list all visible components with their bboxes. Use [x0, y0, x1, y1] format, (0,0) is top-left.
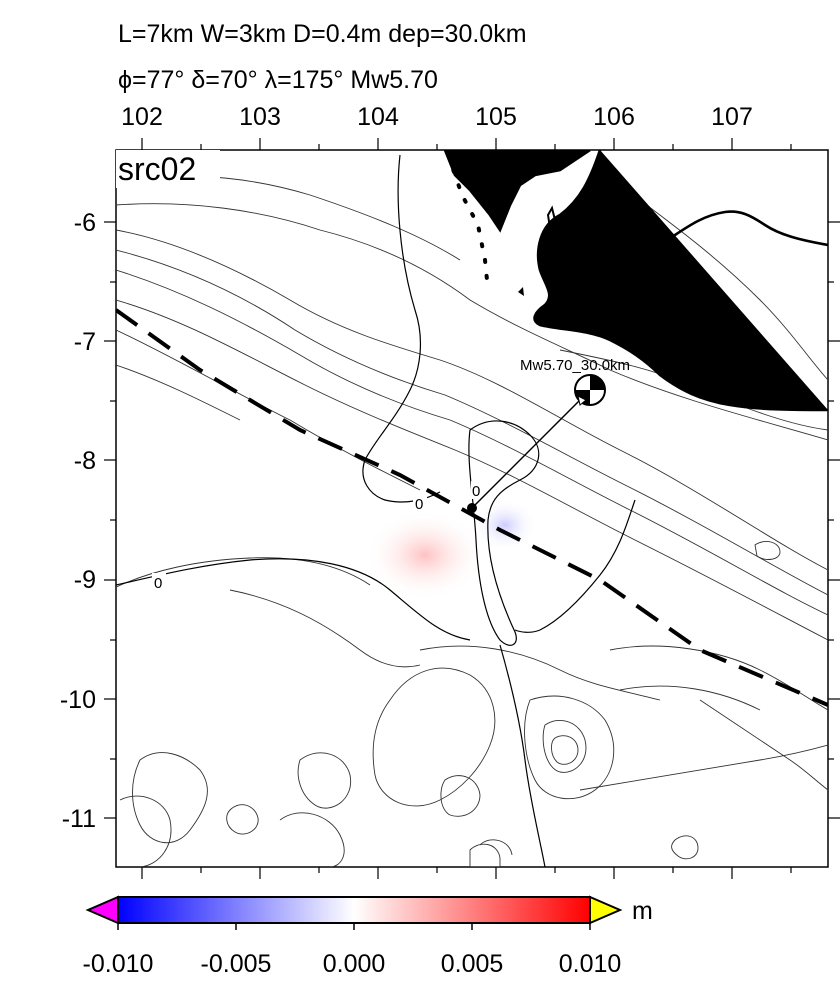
mechanism-label: Mw5.70_30.0km	[520, 357, 630, 374]
focal-mechanism-beachball	[574, 374, 606, 406]
lat-tick-6: -6	[74, 209, 96, 237]
title-mechanism: ϕ=77° δ=70° λ=175° Mw5.70	[118, 66, 438, 95]
lat-tick-8: -8	[74, 447, 96, 475]
epicenter-marker	[467, 503, 477, 513]
colorbar-unit: m	[632, 897, 653, 925]
title-parameters: L=7km W=3km D=0.4m dep=30.0km	[118, 20, 527, 48]
colorbar-under-triangle	[85, 895, 119, 925]
lat-tick-9: -9	[74, 566, 96, 594]
panel-label: src02	[118, 151, 196, 187]
coastline-west	[443, 150, 591, 233]
lat-axis: -6 -7 -8 -9 -10 -11	[60, 209, 840, 833]
small-island	[546, 205, 557, 231]
lat-tick-10: -10	[60, 686, 96, 714]
trench-line	[116, 308, 828, 707]
lon-tick-105: 105	[475, 103, 517, 131]
title-mechanism-text: ϕ=77° δ=70° λ=175° Mw5.70	[118, 66, 438, 94]
bathymetry-contours	[116, 175, 828, 867]
colorbar-tick-2: -0.005	[201, 950, 272, 978]
epicenter-leader-line	[471, 389, 591, 509]
colorbar-tick-4: 0.005	[441, 950, 504, 978]
coastline	[603, 204, 828, 247]
contour-labels: 0 0 0	[152, 481, 485, 592]
colorbar-tick-1: -0.010	[83, 950, 154, 978]
map-content: 0 0 0 Mw5.70_30.0km src02	[116, 150, 828, 867]
subsidence-blob	[473, 499, 537, 551]
colorbar-over-triangle	[589, 895, 623, 925]
contour-label-center: 0	[415, 496, 423, 513]
contour-label-west: 0	[154, 575, 162, 592]
colorbar-gradient	[117, 896, 591, 924]
colorbar: m -0.010 -0.005 0.000 0.005 0.010	[83, 895, 653, 978]
contour-label-east: 0	[472, 483, 480, 500]
lon-axis: 102 103 104 105 106 107	[121, 103, 792, 879]
lon-tick-106: 106	[593, 103, 635, 131]
coastline-east	[533, 150, 828, 412]
lon-tick-107: 107	[711, 103, 753, 131]
lat-tick-11: -11	[62, 805, 96, 833]
small-island-2	[518, 287, 524, 296]
colorbar-tick-5: 0.010	[559, 950, 622, 978]
lat-tick-7: -7	[74, 328, 96, 356]
lon-tick-104: 104	[357, 103, 399, 131]
uplift-blob	[365, 510, 485, 600]
lon-tick-103: 103	[239, 103, 281, 131]
lon-tick-102: 102	[121, 103, 163, 131]
colorbar-tick-3: 0.000	[323, 950, 386, 978]
zero-contour	[116, 154, 636, 867]
